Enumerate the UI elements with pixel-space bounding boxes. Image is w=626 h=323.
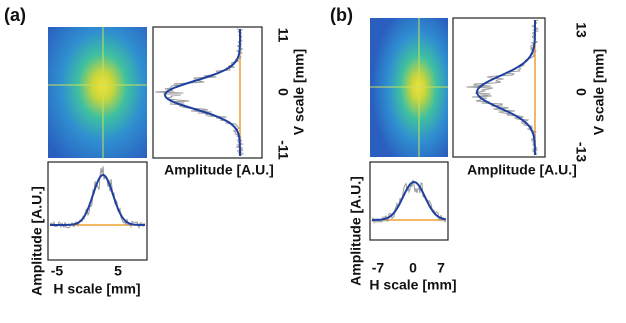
- v-tick-label: 0: [573, 88, 589, 96]
- amplitude-label: Amplitude [A.U.]: [467, 162, 577, 178]
- h-profile-box: [48, 162, 147, 260]
- v-axis-label: V scale [mm]: [591, 49, 607, 135]
- v-tick-label: -13: [573, 142, 589, 162]
- amplitude-label: Amplitude [A.U.]: [29, 186, 45, 296]
- v-axis-label: V scale [mm]: [291, 49, 307, 135]
- h-axis-label: H scale [mm]: [369, 277, 456, 293]
- v-tick-label: 13: [573, 22, 589, 38]
- panel-label: (a): [4, 5, 26, 25]
- v-tick-label: -11: [275, 140, 291, 160]
- h-profile-box: [370, 162, 448, 240]
- amplitude-label: Amplitude [A.U.]: [164, 162, 274, 178]
- beam-image: [48, 27, 147, 158]
- h-axis-label: H scale [mm]: [53, 281, 140, 297]
- figure: (a)110-11V scale [mm]Amplitude [A.U.]Amp…: [0, 0, 626, 323]
- v-tick-label: 11: [275, 28, 291, 43]
- h-tick-label: 5: [114, 263, 122, 279]
- h-tick-label: 0: [84, 263, 92, 279]
- h-tick-label: -5: [51, 263, 64, 279]
- v-tick-label: 0: [275, 88, 291, 96]
- h-tick-label: -7: [372, 260, 385, 276]
- amplitude-label: Amplitude [A.U.]: [348, 176, 364, 286]
- h-tick-label: 0: [409, 260, 417, 276]
- panel-label: (b): [330, 5, 353, 25]
- h-tick-label: 7: [437, 260, 445, 276]
